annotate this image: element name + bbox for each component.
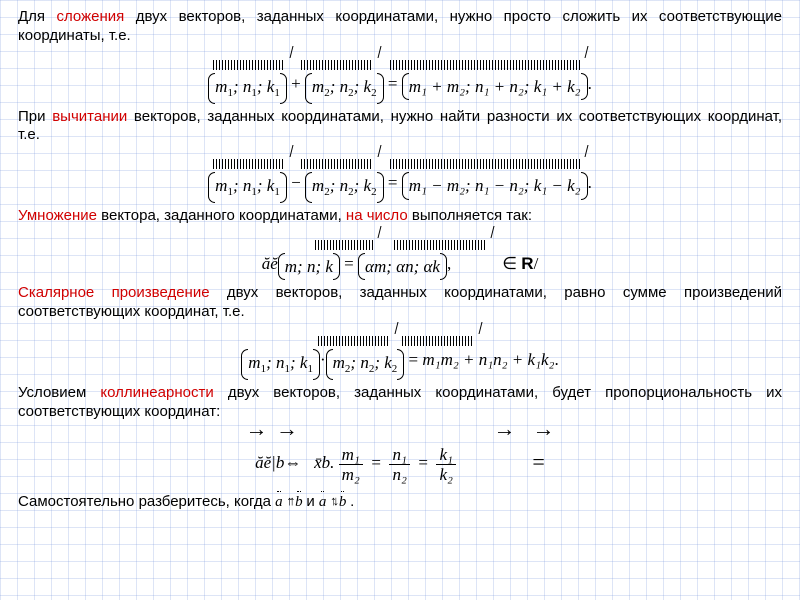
parallel-opp-icon: ↑↓ xyxy=(330,493,335,509)
vec-b-icon: b xyxy=(295,489,303,512)
formula-collinear: → → → → ăĕ|b⇔ x̄b. m₁m₂ = n₁n₂ = k₁k₂ = xyxy=(18,423,782,482)
formula-dot: m1; n1; k1 · m2; n2; k2 = m₁m₂ + n₁n₂ + … xyxy=(18,324,782,378)
vec-a: m1; n1; k1 xyxy=(208,75,287,102)
para-collinear: Условием коллинеарности двух векторов, з… xyxy=(18,384,782,422)
frac-k: k₁k₂ xyxy=(436,446,455,483)
hl-dot: Скалярное произведение xyxy=(18,284,210,301)
para-addition: Для сложения двух векторов, заданных коо… xyxy=(18,8,782,46)
vec-b: m2; n2; k2 xyxy=(305,75,384,102)
para-subtraction: При вычитании векторов, заданных координ… xyxy=(18,108,782,146)
vec-a-icon: a xyxy=(275,489,283,512)
hl-subtraction: вычитании xyxy=(52,108,127,125)
hl-collinear: коллинеарности xyxy=(100,384,213,401)
formula-scalarmul: ăĕ m; n; k = αm; αn; αk , ∈ R/ xyxy=(18,228,782,279)
frac-n: n₁n₂ xyxy=(389,446,409,483)
parallel-same-icon: ↑↑ xyxy=(286,493,291,509)
para-scalarmul: Умножение вектора, заданного координатам… xyxy=(18,207,782,226)
hl-number: на число xyxy=(346,207,408,224)
hl-mul: Умножение xyxy=(18,207,97,224)
frac-m: m₁m₂ xyxy=(339,446,363,483)
hl-addition: сложения xyxy=(57,8,125,25)
hatch xyxy=(213,60,285,70)
set-R: R xyxy=(521,254,533,273)
formula-addition: m1; n1; k1 + m2; n2; k2 = m₁ + m₂; n₁ + … xyxy=(18,48,782,102)
vec-sum: m₁ + m₂; n₁ + n₂; k₁ + k₂ xyxy=(402,75,588,98)
para-selfstudy: Самостоятельно разберитесь, когда a ↑↑ b… xyxy=(18,489,782,512)
arrow-icon: → xyxy=(246,423,268,434)
para-dot: Скалярное произведение двух векторов, за… xyxy=(18,284,782,322)
formula-subtraction: m1; n1; k1 − m2; n2; k2 = m₁ − m₂; n₁ − … xyxy=(18,147,782,201)
